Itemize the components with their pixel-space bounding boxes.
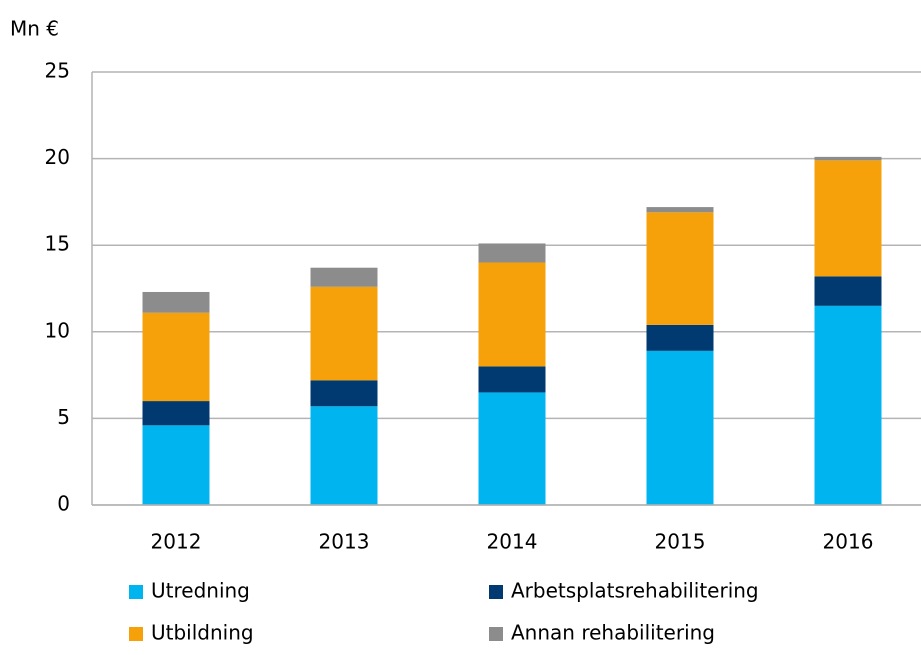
bar-segment	[478, 392, 546, 505]
bar-segment	[646, 350, 714, 505]
y-tick-label: 10	[45, 318, 70, 342]
bar-segment	[478, 262, 546, 367]
bar-segment	[814, 156, 882, 161]
legend-swatch	[489, 627, 503, 641]
bar-segment	[814, 160, 882, 277]
bar-segment	[142, 312, 210, 402]
y-tick-label: 0	[57, 492, 70, 516]
y-tick-label: 20	[45, 145, 70, 169]
bar-segment	[814, 276, 882, 306]
x-tick-label: 2013	[319, 530, 370, 554]
x-tick-label: 2014	[487, 530, 538, 554]
x-tick-label: 2016	[823, 530, 874, 554]
y-tick-label: 15	[45, 232, 70, 256]
bar-segment	[310, 267, 378, 287]
legend-label: Arbetsplatsrehabilitering	[511, 579, 759, 603]
y-tick-label: 5	[57, 405, 70, 429]
x-tick-label: 2015	[655, 530, 706, 554]
x-tick-label: 2012	[151, 530, 202, 554]
bar-segment	[310, 406, 378, 505]
bar-segment	[478, 243, 546, 263]
legend-swatch	[129, 627, 143, 641]
bar-segment	[310, 380, 378, 407]
bar-segment	[310, 286, 378, 381]
bar-segment	[814, 305, 882, 505]
bar-segment	[478, 366, 546, 393]
y-axis-label: Mn €	[10, 17, 59, 41]
legend-label: Utredning	[151, 579, 250, 603]
legend-label: Annan rehabilitering	[511, 621, 715, 645]
bar-segment	[646, 207, 714, 213]
legend-swatch	[129, 585, 143, 599]
legend-swatch	[489, 585, 503, 599]
bar-segment	[142, 291, 210, 313]
bar-segment	[646, 212, 714, 325]
legend-label: Utbildning	[151, 621, 254, 645]
bar-segment	[142, 401, 210, 426]
bar-segment	[142, 425, 210, 505]
bar-segment	[646, 324, 714, 351]
y-tick-label: 25	[45, 59, 70, 83]
